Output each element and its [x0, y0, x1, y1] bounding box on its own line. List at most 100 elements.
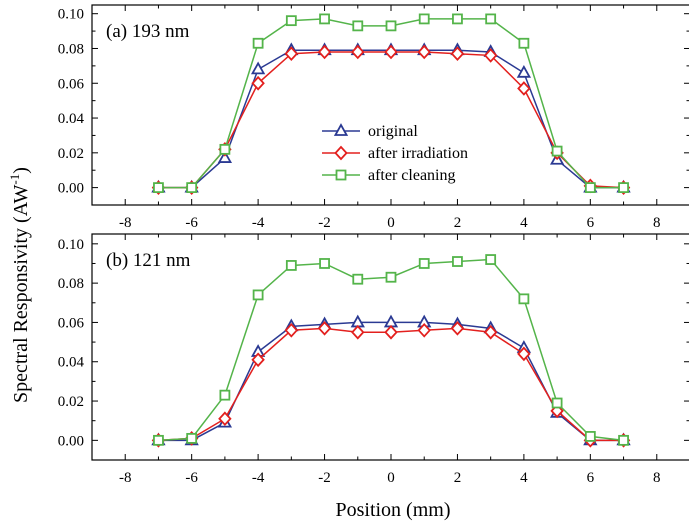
data-point [285, 15, 297, 27]
x-tick-label: -6 [185, 470, 198, 486]
y-tick-label: 0.08 [58, 41, 84, 57]
data-point [252, 37, 264, 49]
y-tick-label: 0.10 [58, 7, 84, 23]
data-point [153, 182, 164, 194]
data-point [618, 434, 629, 446]
x-tick-label: -8 [119, 215, 132, 231]
y-tick-label: 0.00 [58, 433, 84, 449]
data-point [351, 44, 365, 60]
data-point [452, 13, 463, 25]
y-axis-label: Spectral Responsivity (AW-1) [7, 167, 32, 403]
data-point [518, 37, 530, 49]
data-point [618, 182, 629, 194]
data-point [551, 145, 563, 157]
data-point [483, 324, 498, 340]
data-point [517, 346, 531, 362]
data-point [485, 254, 497, 265]
y-tick-label: 0.00 [58, 181, 84, 197]
y-tick-label: 0.02 [58, 394, 84, 410]
x-tick-label: -4 [252, 470, 265, 486]
data-point [351, 324, 365, 340]
x-tick-label: -6 [185, 215, 198, 231]
data-point [384, 324, 398, 340]
panel-title: (b) 121 nm [106, 250, 191, 271]
x-axis-label: Position (mm) [335, 499, 450, 521]
data-point [251, 352, 265, 368]
y-tick-label: 0.08 [58, 276, 84, 292]
data-point [284, 322, 299, 338]
x-tick-label: 6 [587, 215, 595, 231]
series-square [153, 254, 629, 446]
x-tick-label: 0 [387, 215, 395, 231]
data-point [319, 258, 330, 269]
y-tick-label: 0.06 [58, 315, 85, 331]
x-tick-label: -8 [119, 470, 132, 486]
x-tick-label: -4 [252, 215, 265, 231]
x-tick-label: -2 [318, 215, 331, 231]
legend-label: original [368, 123, 418, 140]
y-tick-label: 0.06 [58, 76, 85, 92]
x-tick-label: -2 [318, 470, 331, 486]
data-point [186, 182, 198, 194]
data-point [517, 81, 531, 96]
data-point [417, 44, 431, 60]
data-point [584, 431, 596, 442]
x-tick-label: 2 [454, 470, 462, 486]
series-diamond [151, 320, 631, 448]
series-square [153, 13, 629, 194]
y-tick-label: 0.04 [58, 355, 85, 371]
data-point [584, 182, 596, 194]
y-tick-label: 0.02 [58, 146, 84, 162]
data-point [285, 260, 297, 271]
data-point [418, 13, 430, 25]
legend: original after irradiation after cleaning [322, 123, 468, 184]
data-point [385, 271, 397, 283]
data-point [450, 320, 465, 336]
x-tick-label: 6 [587, 470, 595, 486]
x-tick-label: 8 [653, 215, 661, 231]
data-point [483, 48, 498, 63]
panel-title: (a) 193 nm [106, 21, 190, 42]
data-point [251, 75, 265, 91]
data-point [252, 289, 264, 301]
x-tick-label: 0 [387, 470, 395, 486]
data-point [317, 320, 332, 336]
x-tick-label: 4 [520, 215, 528, 231]
x-tick-label: 2 [454, 215, 462, 231]
legend-label: after cleaning [368, 167, 456, 184]
data-point [518, 293, 530, 305]
data-point [516, 64, 532, 78]
data-point [284, 46, 299, 62]
data-point [418, 258, 430, 269]
data-point [551, 397, 563, 409]
data-point [452, 256, 463, 267]
panel-b: -8 -6 -4 -2 0 2 4 6 8 0.00 0.02 0.04 0.06 0.08 0.10 (b)… [58, 233, 689, 486]
x-tick-label: 8 [653, 470, 661, 486]
data-point [319, 13, 330, 25]
data-point [385, 20, 397, 32]
data-point [352, 273, 364, 285]
data-point [219, 389, 231, 401]
panel-a: -8 -6 -4 -2 0 2 4 6 8 0.00 0.02 0.04 0.06 0.08 0.10 (a)… [58, 4, 689, 231]
y-tick-label: 0.04 [58, 111, 85, 127]
data-point [153, 434, 164, 446]
legend-label: after irradiation [368, 145, 468, 162]
data-point [250, 61, 266, 75]
data-point [417, 322, 431, 338]
data-point [384, 44, 398, 60]
data-point [450, 46, 465, 62]
legend-marker [335, 169, 347, 181]
data-point [317, 44, 332, 60]
data-point [352, 20, 364, 32]
data-point [219, 143, 231, 155]
legend-marker [333, 123, 349, 136]
data-point [218, 411, 232, 427]
data-point [217, 150, 233, 163]
y-tick-label: 0.10 [58, 237, 84, 253]
data-point [485, 13, 497, 25]
legend-marker [334, 145, 348, 161]
data-point [186, 432, 198, 444]
x-tick-label: 4 [520, 470, 528, 486]
